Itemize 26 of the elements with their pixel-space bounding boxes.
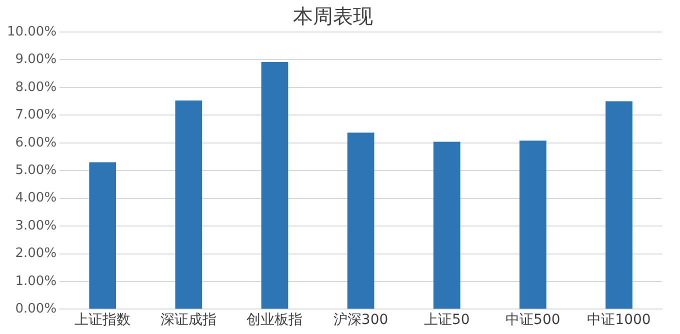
bar [175,100,202,309]
bar [347,132,374,309]
x-tick-label: 上证50 [424,312,470,328]
bar [519,140,546,309]
chart-title: 本周表现 [293,4,373,28]
bar [261,62,288,309]
x-tick-label: 中证1000 [587,312,651,328]
x-tick-label: 中证500 [506,312,560,328]
y-tick-label: 10.00% [6,24,57,40]
y-tick-label: 4.00% [15,190,57,206]
y-tick-label: 3.00% [15,218,57,234]
bar [89,162,116,309]
x-tick-label: 创业板指 [246,312,303,328]
x-tick-label: 深证成指 [160,312,217,328]
y-tick-label: 2.00% [15,246,57,262]
bar [606,101,632,309]
bar [433,142,460,309]
y-tick-label: 7.00% [15,108,57,123]
y-tick-label: 6.00% [15,135,57,150]
x-tick-label: 沪深300 [333,312,388,328]
x-tick-label: 上证指数 [74,312,131,328]
y-tick-label: 5.00% [15,162,57,178]
y-tick-label: 1.00% [15,274,57,289]
y-tick-label: 0.00% [15,302,57,317]
y-tick-label: 9.00% [15,52,57,68]
y-tick-label: 8.00% [15,80,57,95]
